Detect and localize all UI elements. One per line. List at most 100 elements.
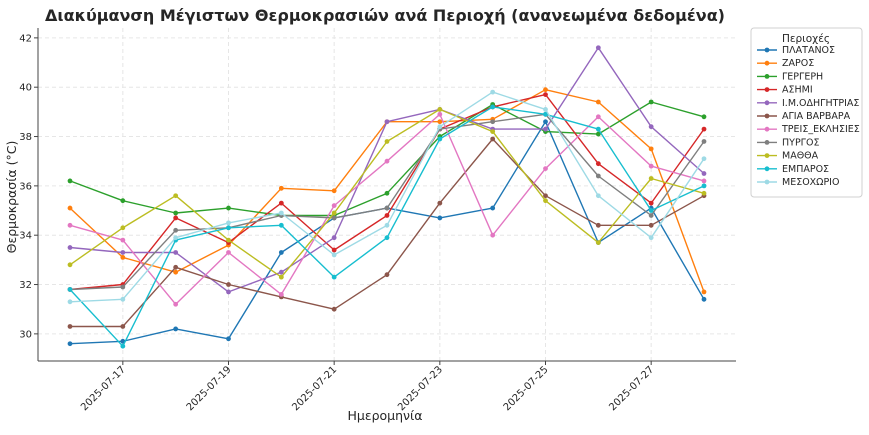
series-2-point — [67, 178, 73, 184]
series-4-point — [701, 171, 707, 176]
series-1-point — [331, 188, 337, 194]
series-5-point — [120, 324, 126, 329]
legend-swatch-marker — [764, 140, 770, 145]
series-5-point — [173, 264, 179, 270]
series-5-point — [543, 193, 548, 199]
series-6-point — [331, 203, 337, 209]
series-0-point — [490, 205, 496, 211]
series-0-point — [67, 341, 73, 347]
series-5-point — [490, 136, 496, 142]
series-4-point — [120, 250, 126, 255]
series-3-point — [543, 92, 548, 97]
series-8-point — [173, 193, 179, 199]
series-4 — [67, 45, 707, 295]
legend-label: ΠΥΡΓΟΣ — [782, 137, 819, 148]
series-4-point — [67, 245, 73, 250]
y-tick-label: 34 — [19, 231, 32, 242]
axes — [34, 28, 736, 365]
legend-title: Περιοχές — [782, 33, 830, 45]
x-tick-label: 2025-07-21 — [290, 364, 339, 413]
chart-title: Διακύμανση Μέγιστων Θερμοκρασιών ανά Περ… — [45, 6, 725, 25]
legend-box — [750, 27, 863, 198]
series-4-point — [384, 119, 390, 125]
series-9-point — [331, 274, 337, 280]
series-9-point — [226, 225, 231, 231]
series-10 — [67, 89, 707, 305]
series-2-point — [120, 198, 126, 204]
series-0-point — [173, 326, 179, 332]
series-2-point — [384, 190, 390, 196]
series-6-point — [120, 237, 126, 243]
legend-label: ΕΜΠΑΡΟΣ — [782, 164, 829, 175]
x-tick-label: 2025-07-25 — [502, 364, 551, 413]
series-4-point — [648, 124, 654, 130]
series-8-point — [648, 176, 654, 181]
series-3-point — [173, 215, 179, 221]
series-5-point — [226, 282, 231, 287]
legend-label: ΠΛΑΤΑΝΟΣ — [782, 45, 835, 56]
series-4-point — [331, 235, 337, 241]
legend-swatch-marker — [764, 87, 770, 92]
y-tick-label: 38 — [19, 132, 32, 143]
series-7-point — [701, 139, 707, 144]
series-10-point — [701, 156, 707, 162]
series-5 — [67, 136, 707, 329]
y-tick-label: 32 — [19, 280, 32, 291]
legend-label: Ι.Μ.ΟΔΗΓΗΤΡΙΑΣ — [782, 98, 859, 109]
series-2-point — [595, 131, 601, 137]
series-1-point — [120, 255, 126, 260]
series-8-point — [278, 274, 284, 280]
legend-swatch-marker — [764, 60, 770, 66]
tick-labels: 30 32 34 36 38 40 42 2025-07-17 2025-07-19 2025-0… — [19, 33, 656, 413]
series-4-point — [173, 250, 179, 255]
series-3-point — [278, 200, 284, 206]
series-0-point — [278, 250, 284, 255]
series-7-point — [331, 215, 337, 221]
series-8-point — [67, 262, 73, 268]
legend-swatch-marker — [764, 126, 770, 132]
legend-swatch-marker — [764, 166, 770, 172]
series-9-point — [278, 222, 284, 228]
series-9-point — [490, 104, 496, 110]
series-8-point — [384, 139, 390, 144]
series-10-point — [120, 296, 126, 302]
series-2-point — [226, 205, 231, 211]
series-10-point — [437, 124, 443, 130]
series-10-point — [490, 89, 496, 95]
series-0-line — [69, 120, 705, 345]
series-9-point — [437, 136, 443, 142]
series-2-point — [648, 99, 654, 105]
series-9-point — [120, 343, 126, 349]
legend-swatch-marker — [764, 179, 770, 185]
series-0-point — [701, 296, 707, 302]
series-3-point — [331, 247, 337, 253]
series-4-line — [69, 47, 705, 293]
series-1-point — [648, 146, 654, 152]
series-4-point — [226, 289, 231, 295]
series-9-point — [67, 287, 73, 292]
series-7-point — [595, 173, 601, 179]
x-tick-label: 2025-07-23 — [396, 364, 445, 413]
series-7-point — [120, 284, 126, 290]
series-9-point — [543, 111, 548, 117]
legend: Περιοχές ΠΛΑΤΑΝΟΣ ΖΑΡΟΣ ΓΕΡΓΕΡΗ ΑΣΗΜΙ Ι.Μ.ΟΔ… — [750, 27, 863, 198]
series-5-point — [595, 222, 601, 228]
series-8-point — [595, 240, 601, 246]
series-7-point — [384, 205, 390, 211]
legend-label: ΓΕΡΓΕΡΗ — [782, 71, 823, 82]
series-8-point — [543, 198, 548, 204]
series-0-point — [543, 119, 548, 125]
series-3-point — [595, 161, 601, 167]
series-6-point — [490, 232, 496, 238]
series-6-point — [595, 114, 601, 120]
series-10-point — [226, 220, 231, 226]
series-2 — [67, 99, 707, 218]
legend-label: ΜΑΘΘΑ — [782, 151, 819, 162]
series-7-point — [173, 227, 179, 233]
series-6-point — [543, 166, 548, 172]
series-10-point — [331, 252, 337, 258]
series-10-point — [648, 235, 654, 241]
series-10-point — [543, 107, 548, 112]
